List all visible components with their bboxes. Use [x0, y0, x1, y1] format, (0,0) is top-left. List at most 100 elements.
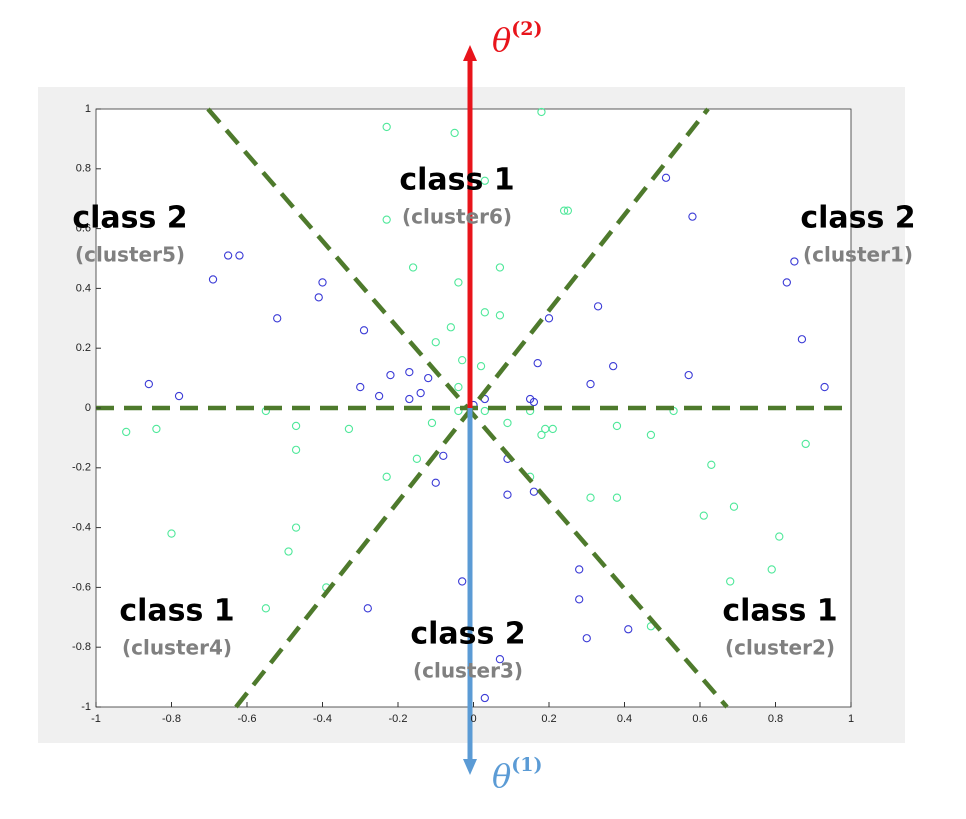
arrow-superscript: (1): [511, 754, 542, 776]
point: [767, 565, 776, 574]
arrow-symbol: θ: [492, 757, 511, 795]
x-tick-label: -0.6: [238, 713, 257, 725]
arrow-superscript: (2): [511, 18, 542, 40]
point: [408, 263, 418, 272]
x-tick-label: 0.8: [768, 713, 783, 725]
point: [495, 263, 505, 272]
point: [458, 356, 467, 365]
point: [688, 212, 697, 221]
point: [454, 278, 463, 287]
class-label: class 2: [800, 201, 915, 236]
point: [775, 532, 784, 541]
point: [782, 278, 791, 287]
point: [458, 577, 467, 586]
point: [431, 478, 440, 487]
point: [291, 421, 301, 431]
point: [291, 445, 301, 455]
x-tick-label: -0.8: [162, 713, 181, 725]
point: [729, 502, 739, 511]
point: [476, 361, 486, 371]
y-tick-label: 0.6: [76, 223, 91, 235]
y-tick-label: 0.2: [76, 342, 91, 354]
point: [503, 490, 512, 499]
cluster-label: (cluster2): [725, 636, 835, 660]
point: [450, 128, 459, 138]
y-tick-label: 0.8: [76, 163, 91, 175]
point: [612, 421, 622, 431]
arrows: [463, 45, 477, 775]
x-tick-label: -1: [91, 713, 101, 725]
point: [223, 251, 233, 260]
point: [314, 293, 323, 302]
point: [661, 173, 671, 182]
point: [593, 302, 603, 311]
point: [446, 323, 455, 332]
point: [480, 176, 489, 185]
point: [480, 308, 489, 317]
y-tick-label: 1: [85, 103, 91, 115]
point: [454, 382, 463, 392]
point: [544, 314, 554, 323]
arrow-head: [463, 45, 477, 61]
point: [609, 361, 618, 371]
y-tick-label: -0.4: [72, 522, 91, 534]
cluster-label: (cluster4): [122, 636, 232, 660]
point: [284, 547, 293, 556]
point: [537, 107, 546, 117]
point: [575, 565, 584, 574]
y-tick-label: 0: [85, 402, 91, 414]
points: [122, 107, 829, 703]
point: [359, 326, 369, 335]
point: [624, 625, 633, 634]
cluster-label: (cluster1): [803, 243, 913, 267]
point: [144, 379, 153, 389]
point: [344, 424, 354, 434]
point: [533, 358, 542, 368]
point: [503, 418, 512, 428]
point: [612, 493, 622, 502]
point: [797, 335, 807, 344]
point: [386, 370, 395, 380]
x-tick-label: 0: [470, 713, 476, 725]
point: [405, 367, 414, 377]
point: [801, 439, 810, 449]
point: [382, 472, 391, 481]
point: [356, 382, 365, 392]
point: [586, 493, 595, 502]
y-tick-label: -0.6: [72, 581, 91, 593]
point: [726, 577, 735, 586]
labels: -1 -0.8 -0.6 -0.4 -0.2 0 0.2 0.4 0.6 0.8 1 -1 -0.8 -0…: [72, 18, 916, 795]
point: [382, 215, 391, 224]
point: [529, 397, 539, 407]
point: [416, 388, 425, 398]
point: [235, 251, 244, 260]
x-tick-label: 0.4: [617, 713, 632, 725]
point: [208, 275, 218, 284]
point: [575, 595, 584, 604]
point: [382, 122, 391, 132]
point: [790, 257, 799, 266]
y-tick-label: -0.2: [72, 462, 91, 474]
point: [261, 604, 271, 613]
cluster-label: (cluster6): [402, 205, 512, 229]
y-tick-label: -1: [81, 701, 91, 713]
point: [480, 693, 489, 703]
x-tick-label: 1: [848, 713, 854, 725]
x-tick-label: 0.6: [692, 713, 707, 725]
y-tick-label: -0.8: [72, 641, 91, 653]
point: [291, 523, 301, 532]
point: [820, 382, 829, 392]
point: [586, 379, 595, 389]
point: [684, 370, 693, 380]
point: [454, 406, 463, 416]
point: [427, 418, 437, 428]
point: [495, 311, 505, 320]
x-tick-label: 0.2: [541, 713, 556, 725]
cluster-label: (cluster3): [413, 659, 523, 683]
point: [699, 511, 708, 520]
class-label: class 1: [399, 163, 514, 198]
cluster-label: (cluster5): [75, 243, 185, 267]
point: [537, 430, 546, 440]
point: [405, 394, 414, 404]
